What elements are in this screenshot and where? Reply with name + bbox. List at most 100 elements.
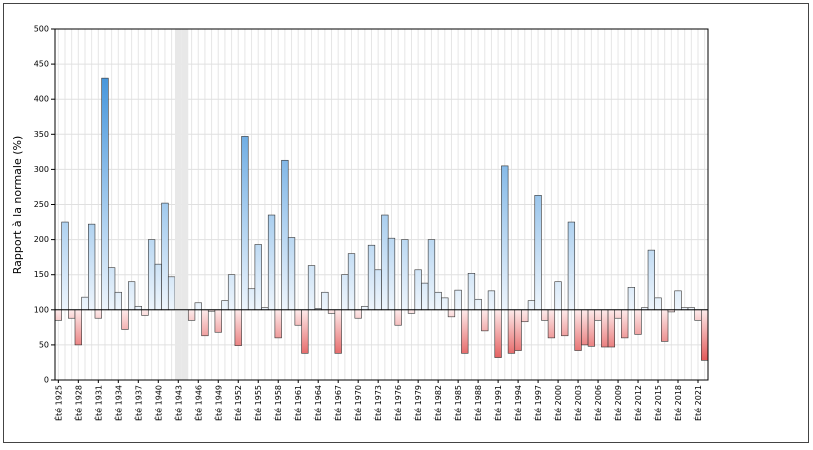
- frame: [3, 3, 809, 443]
- x-tick-label: Été 1991: [492, 385, 503, 421]
- x-tick-label: Été 2000: [552, 385, 563, 421]
- bar: [507, 309, 516, 354]
- y-tick-label: 300: [34, 165, 49, 174]
- x-tick-label: Été 1976: [392, 385, 403, 421]
- bar: [274, 309, 282, 339]
- x-tick-label: Été 2009: [612, 385, 623, 421]
- missing-data: [181, 29, 189, 380]
- x-tick-label: Été 1928: [72, 385, 83, 421]
- x-tick-label: Été 1982: [432, 385, 443, 421]
- bar: [421, 282, 429, 311]
- x-tick-label: Été 1949: [212, 385, 223, 421]
- x-tick-label: Été 2003: [572, 385, 583, 421]
- x-tick-label: Été 2006: [592, 385, 603, 421]
- y-tick-label: 150: [34, 270, 49, 279]
- bar: [94, 309, 102, 319]
- x-tick-label: Été 1925: [52, 385, 63, 421]
- x-tick-label: Été 1937: [132, 385, 143, 421]
- bar: [501, 165, 509, 311]
- bar: [61, 221, 69, 311]
- bar: [634, 309, 642, 335]
- bar: [254, 244, 262, 311]
- bar: [594, 309, 602, 321]
- bar: [361, 305, 369, 311]
- x-tick-label: Été 1961: [292, 385, 303, 421]
- bar: [427, 239, 436, 311]
- bar: [541, 309, 549, 321]
- bar: [441, 297, 449, 311]
- x-tick-label: Été 1994: [512, 385, 523, 421]
- x-tick-label: Été 1940: [152, 385, 163, 421]
- x-tick-label: Été 1958: [272, 385, 283, 421]
- bar: [234, 309, 242, 346]
- bar: [141, 309, 149, 316]
- y-tick-label: 350: [34, 130, 49, 139]
- bar: [334, 309, 342, 354]
- x-tick-label: Été 1979: [412, 385, 423, 421]
- bar: [341, 274, 349, 311]
- bar: [161, 202, 169, 311]
- bar: [121, 309, 129, 330]
- bar: [467, 272, 476, 311]
- x-tick-label: Été 1943: [172, 385, 183, 421]
- x-tick-label: Été 1985: [452, 385, 463, 421]
- bar: [307, 265, 316, 311]
- y-axis-label: Rapport à la normale (%): [11, 136, 24, 275]
- y-tick-label: 450: [34, 60, 49, 69]
- bar: [494, 309, 502, 358]
- bar: [114, 291, 122, 311]
- bar: [387, 237, 396, 311]
- bar: [68, 309, 76, 319]
- bar: [447, 309, 456, 318]
- bar: [661, 309, 669, 342]
- y-tick-label: 0: [44, 376, 49, 385]
- bar: [54, 309, 62, 321]
- y-tick-label: 500: [34, 25, 49, 34]
- bar: [101, 77, 109, 311]
- bar: [247, 288, 256, 311]
- bar: [74, 309, 82, 346]
- bar: [394, 309, 402, 326]
- x-tick-label: Été 1967: [332, 385, 343, 421]
- bar: [554, 281, 562, 311]
- x-tick-label: Été 1952: [232, 385, 243, 421]
- x-tick-label: Été 2021: [692, 385, 703, 421]
- bar: [134, 305, 142, 311]
- x-tick-label: Été 2015: [652, 385, 663, 421]
- bar: [401, 239, 409, 311]
- x-tick-label: Été 2018: [672, 385, 683, 421]
- x-tick-label: Été 1955: [252, 385, 263, 421]
- bar: [381, 214, 389, 311]
- bar: [321, 291, 329, 311]
- bar: [614, 309, 622, 319]
- bar: [567, 221, 576, 311]
- bar: [454, 289, 462, 311]
- bar: [267, 214, 276, 311]
- bar: [127, 281, 136, 311]
- bar: [461, 309, 469, 354]
- bar: [487, 290, 496, 311]
- bar: [694, 309, 702, 321]
- bar: [581, 309, 589, 346]
- bar: [414, 269, 422, 311]
- bar: [301, 309, 309, 354]
- x-tick-label: Été 1964: [312, 385, 323, 421]
- bar: [674, 290, 682, 311]
- bar: [587, 309, 596, 347]
- plot-border: [54, 28, 709, 381]
- bar: [647, 249, 655, 311]
- bar: [481, 309, 489, 332]
- bar: [374, 269, 382, 311]
- bar: [241, 136, 249, 311]
- bar: [287, 237, 296, 311]
- x-tick-label: Été 1934: [112, 385, 123, 421]
- y-tick-label: 200: [34, 235, 49, 244]
- bar: [147, 239, 156, 311]
- bar: [81, 296, 89, 311]
- y-tick-label: 50: [39, 340, 49, 349]
- bar: [227, 274, 236, 311]
- bar: [187, 309, 196, 321]
- bar: [214, 309, 222, 333]
- bar: [201, 309, 209, 337]
- bar: [621, 309, 629, 339]
